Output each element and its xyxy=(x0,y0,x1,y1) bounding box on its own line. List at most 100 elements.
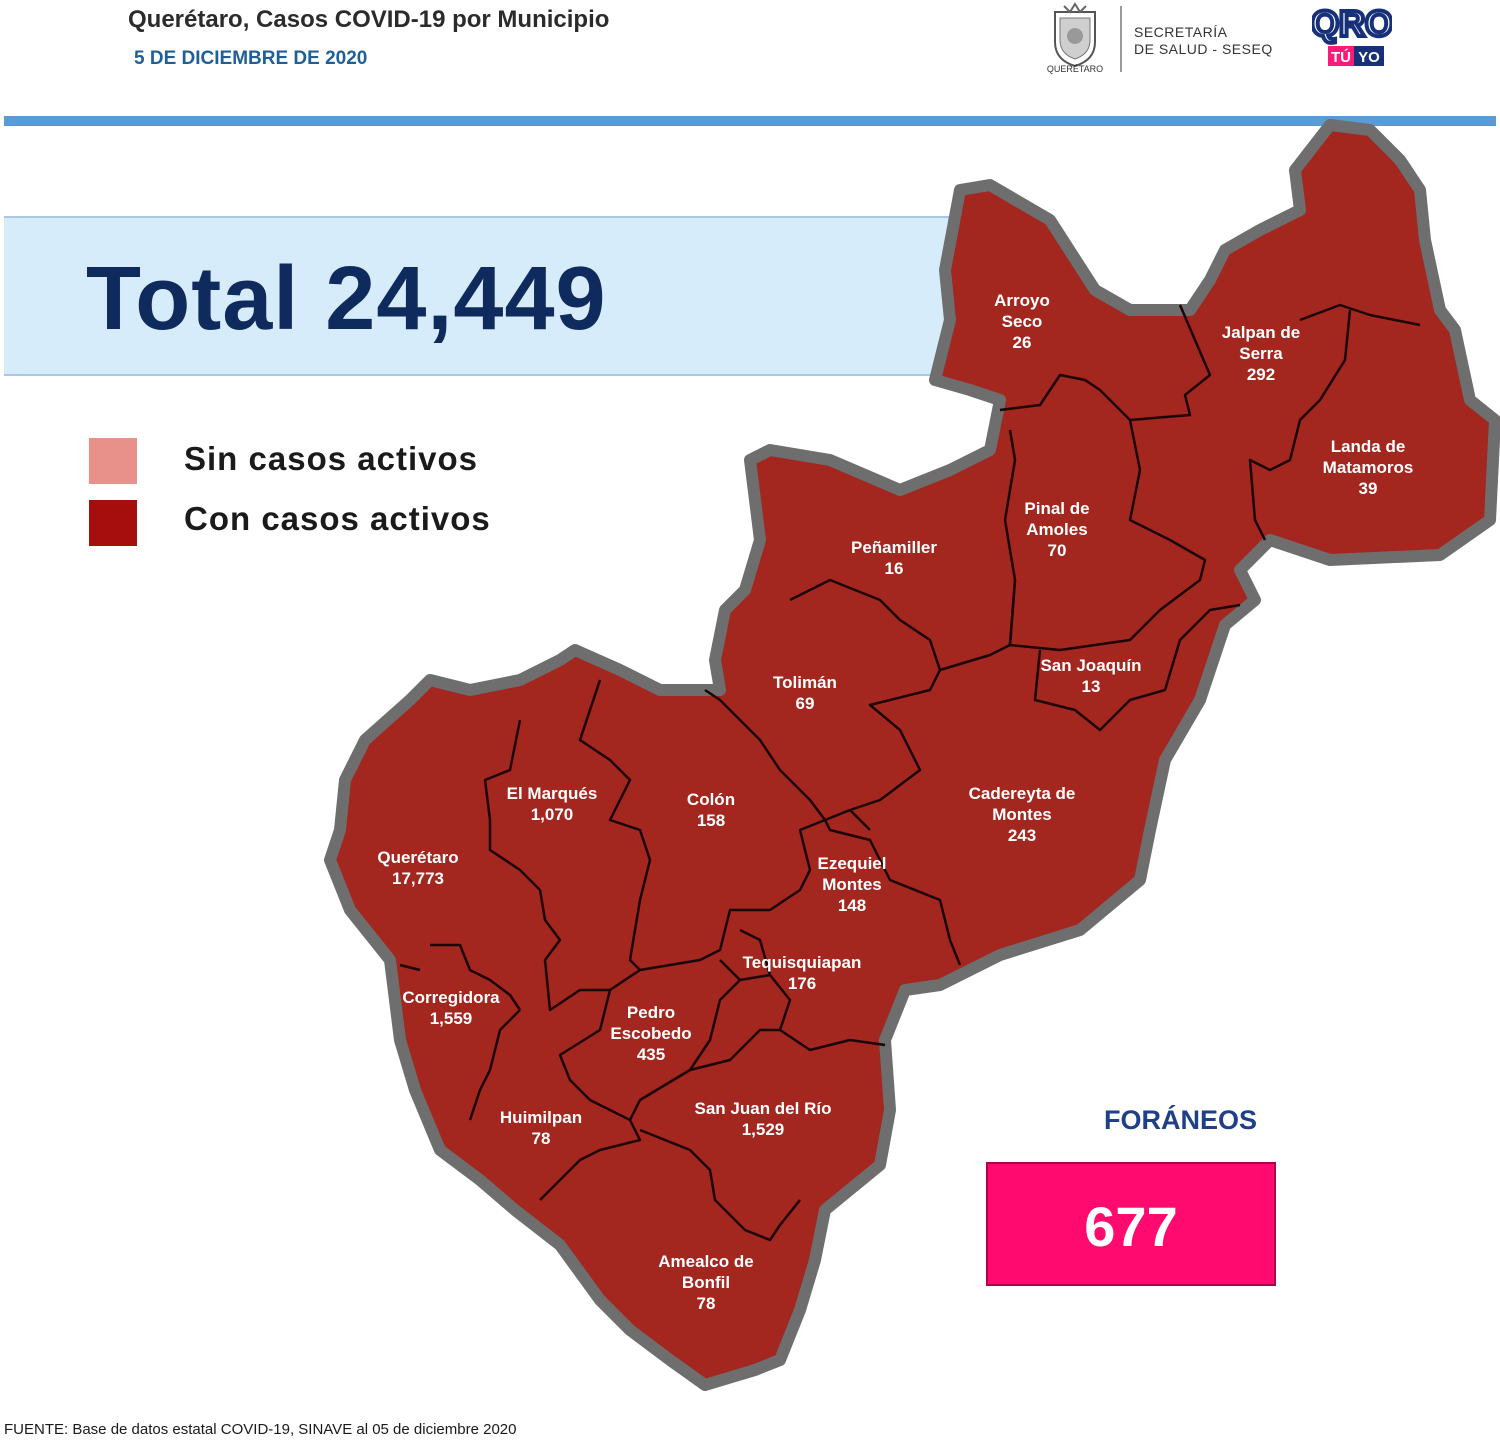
municipio-name: Amealco de xyxy=(658,1252,753,1271)
municipio-value: 435 xyxy=(637,1045,665,1064)
legend-swatch-con-casos xyxy=(89,500,137,546)
foraneos-label: FORÁNEOS xyxy=(1104,1105,1258,1135)
municipio-name: Amoles xyxy=(1026,520,1087,539)
municipio-value: 292 xyxy=(1247,365,1275,384)
border-ezequiel xyxy=(823,809,962,966)
municipio-name: Colón xyxy=(687,790,735,809)
border-penamiller xyxy=(789,578,1017,672)
municipio-name: Montes xyxy=(822,875,882,894)
municipio-label-san-joaquín: San Joaquín 13 xyxy=(1040,656,1141,696)
municipio-name: Tequisquiapan xyxy=(743,953,862,972)
municipio-value: 78 xyxy=(697,1294,716,1313)
municipio-name: Montes xyxy=(992,805,1052,824)
header-accent-bar xyxy=(4,116,1496,126)
border-arroyo-jalpan xyxy=(999,304,1212,422)
header-divider xyxy=(1120,6,1122,72)
border-sanjoaquin xyxy=(1033,603,1241,732)
total-banner xyxy=(4,216,956,376)
municipio-value: 16 xyxy=(885,559,904,578)
municipio-value: 26 xyxy=(1013,333,1032,352)
municipio-value: 243 xyxy=(1008,826,1036,845)
border-pinal xyxy=(1003,419,1207,652)
municipio-label-huimilpan: Huimilpan 78 xyxy=(500,1108,582,1148)
municipio-value: 39 xyxy=(1359,479,1378,498)
municipio-value: 69 xyxy=(796,694,815,713)
border-colon xyxy=(578,679,826,972)
municipio-label-amealco-de-bonfil: Amealco de Bonfil 78 xyxy=(658,1252,753,1313)
secretaria-line2: DE SALUD - SESEQ xyxy=(1134,41,1273,57)
foraneos-box xyxy=(986,1162,1276,1286)
legend-swatch-sin-casos xyxy=(89,438,137,484)
municipio-name: San Joaquín xyxy=(1040,656,1141,675)
municipio-label-colón: Colón 158 xyxy=(687,790,735,830)
secretaria-label: SECRETARÍA DE SALUD - SESEQ xyxy=(1134,24,1273,58)
municipio-label-san-juan-del-río: San Juan del Río 1,529 xyxy=(695,1099,832,1139)
municipio-name: Landa de xyxy=(1331,437,1406,456)
border-sjr-amealco xyxy=(639,1128,801,1242)
border-jalpan-landa xyxy=(1248,303,1421,541)
emblem-caption: QUERÉTARO xyxy=(1046,64,1104,74)
municipio-name: Pinal de xyxy=(1024,499,1089,518)
municipio-label-querétaro: Querétaro 17,773 xyxy=(377,848,458,888)
border-marques xyxy=(483,719,641,1012)
municipio-label-pinal-de-amoles: Pinal de Amoles 70 xyxy=(1024,499,1089,560)
municipio-name: Seco xyxy=(1002,312,1043,331)
municipio-label-tequisquiapan: Tequisquiapan 176 xyxy=(743,953,862,993)
border-pedro xyxy=(558,959,742,1122)
foraneos-value: 677 xyxy=(1084,1195,1178,1258)
municipio-label-pedro-escobedo: Pedro Escobedo 435 xyxy=(610,1003,691,1064)
border-sjr-huimilpan xyxy=(539,1119,642,1201)
municipio-name: Querétaro xyxy=(377,848,458,867)
logo-yo-text: YO xyxy=(1358,49,1380,66)
state-emblem-icon xyxy=(1054,2,1096,68)
municipio-label-jalpan-de-serra: Jalpan de Serra 292 xyxy=(1222,323,1300,384)
municipio-label-arroyo-seco: Arroyo Seco 26 xyxy=(994,291,1050,352)
secretaria-line1: SECRETARÍA xyxy=(1134,24,1228,40)
municipio-label-cadereyta-de-montes: Cadereyta de Montes 243 xyxy=(969,784,1076,845)
municipio-name: Tolimán xyxy=(773,673,837,692)
municipio-name: El Marqués xyxy=(507,784,598,803)
municipio-value: 1,559 xyxy=(430,1009,473,1028)
source-note: FUENTE: Base de datos estatal COVID-19, … xyxy=(4,1421,517,1438)
municipio-label-corregidora: Corregidora 1,559 xyxy=(402,988,500,1028)
municipio-value: 1,070 xyxy=(531,805,574,824)
municipio-value: 176 xyxy=(788,974,816,993)
report-date: 5 DE DICIEMBRE DE 2020 xyxy=(134,48,368,69)
legend-label-sin-casos: Sin casos activos xyxy=(184,440,478,477)
total-cases: Total 24,449 xyxy=(86,249,607,349)
border-sjr-pedro xyxy=(689,1028,780,1072)
municipio-name: Cadereyta de xyxy=(969,784,1076,803)
logo-tu-text: TÚ xyxy=(1331,48,1351,66)
legend-label-con-casos: Con casos activos xyxy=(184,500,491,537)
municipio-value: 158 xyxy=(697,811,725,830)
municipio-name: Arroyo xyxy=(994,291,1050,310)
municipio-label-landa-de-matamoros: Landa de Matamoros 39 xyxy=(1323,437,1414,498)
municipal-borders xyxy=(399,303,1421,1242)
municipio-name: Ezequiel xyxy=(818,854,887,873)
municipio-value: 78 xyxy=(532,1129,551,1148)
municipio-name: Bonfil xyxy=(682,1273,730,1292)
municipio-value: 148 xyxy=(838,896,866,915)
logo-main-text: QRO xyxy=(1312,3,1392,44)
map-title: Querétaro, Casos COVID-19 por Municipio xyxy=(128,6,610,33)
municipio-name: San Juan del Río xyxy=(695,1099,832,1118)
municipio-label-ezequiel-montes: Ezequiel Montes 148 xyxy=(818,854,887,915)
municipio-label-el-marqués: El Marqués 1,070 xyxy=(507,784,598,824)
municipio-name: Escobedo xyxy=(610,1024,691,1043)
municipio-value: 13 xyxy=(1082,677,1101,696)
municipio-value: 17,773 xyxy=(392,869,444,888)
municipio-name: Jalpan de xyxy=(1222,323,1300,342)
municipio-name: Huimilpan xyxy=(500,1108,582,1127)
municipio-value: 70 xyxy=(1048,541,1067,560)
qro-tu-yo-logo: QRO TÚ YO xyxy=(1312,2,1392,66)
border-queretaro-corregidora xyxy=(399,943,522,1011)
municipio-name: Serra xyxy=(1239,344,1283,363)
municipio-name: Peñamiller xyxy=(851,538,937,557)
municipio-label-tolimán: Tolimán 69 xyxy=(773,673,837,713)
municipio-value: 1,529 xyxy=(742,1120,785,1139)
municipio-name: Matamoros xyxy=(1323,458,1414,477)
municipio-name: Corregidora xyxy=(402,988,500,1007)
municipio-label-peñamiller: Peñamiller 16 xyxy=(851,538,937,578)
municipio-name: Pedro xyxy=(627,1003,675,1022)
